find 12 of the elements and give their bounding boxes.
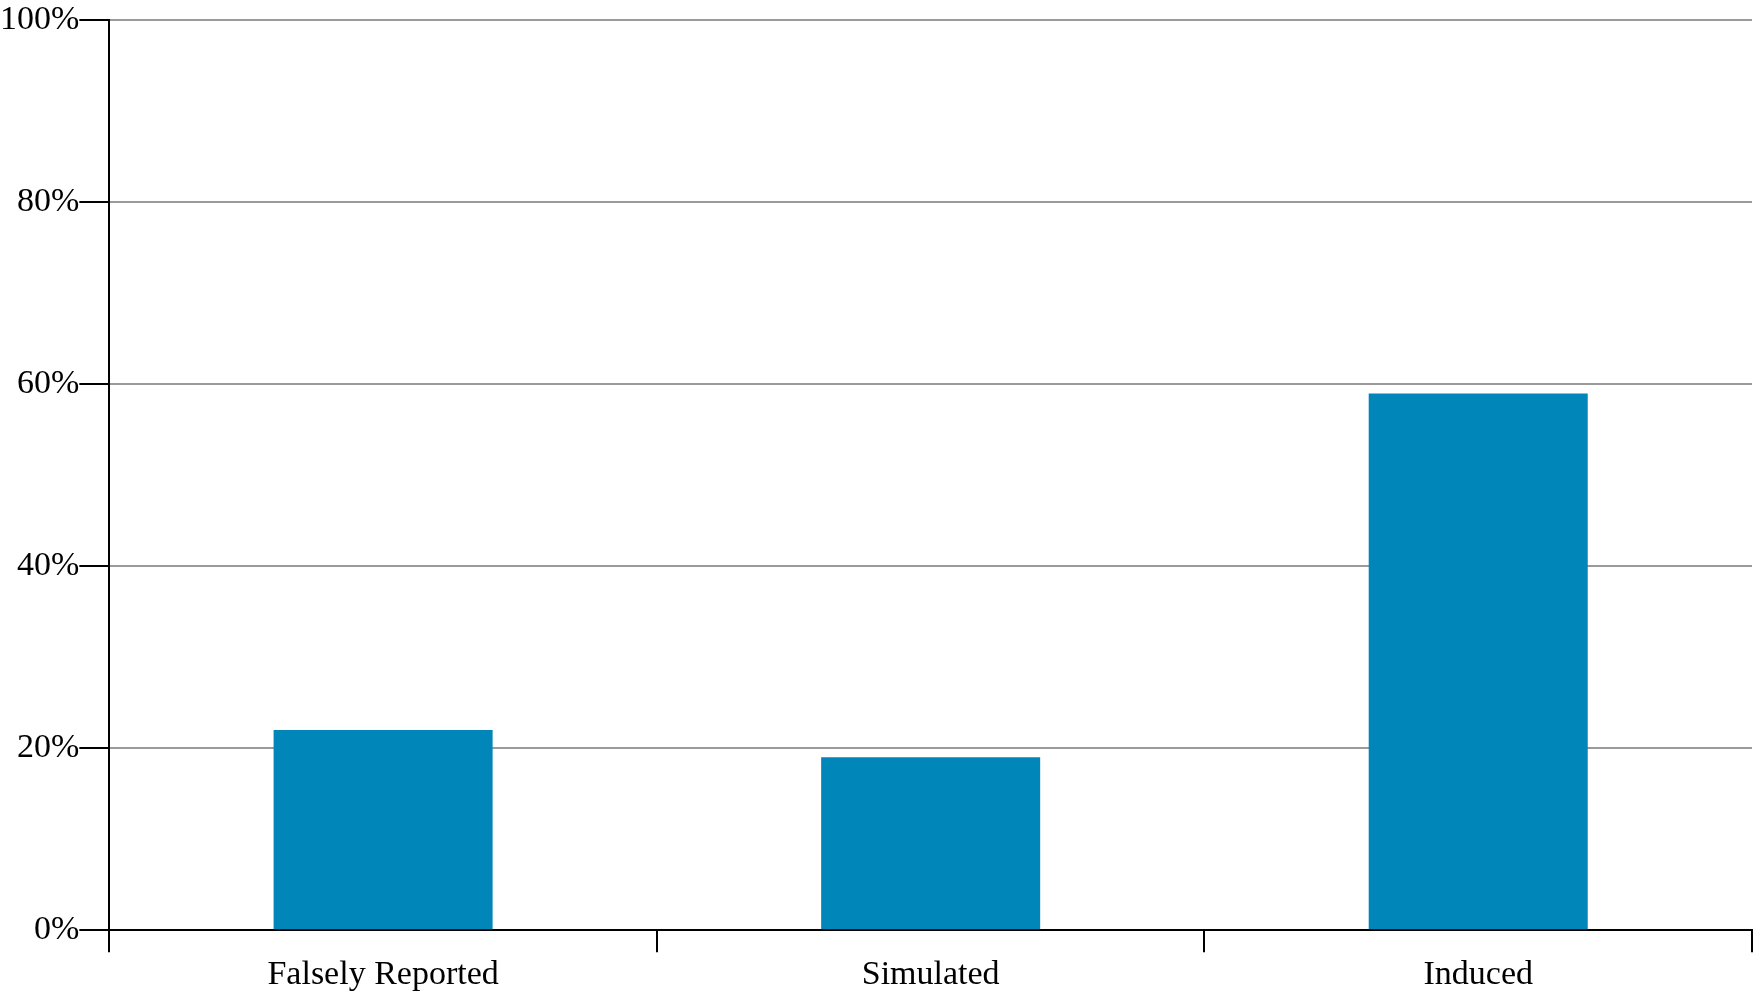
bar — [821, 757, 1041, 930]
y-tick-label: 80% — [16, 181, 80, 219]
x-tick-label: Falsely Reported — [267, 953, 499, 991]
y-tick-label: 0% — [33, 909, 80, 947]
bar — [273, 730, 493, 930]
x-tick-label: Induced — [1423, 953, 1533, 991]
y-tick-label: 60% — [16, 363, 80, 401]
x-tick-label: Simulated — [861, 953, 1000, 991]
bar — [1368, 393, 1588, 930]
y-tick-label: 40% — [16, 545, 80, 583]
y-tick-label: 100% — [0, 0, 80, 37]
y-tick-label: 20% — [16, 727, 80, 765]
